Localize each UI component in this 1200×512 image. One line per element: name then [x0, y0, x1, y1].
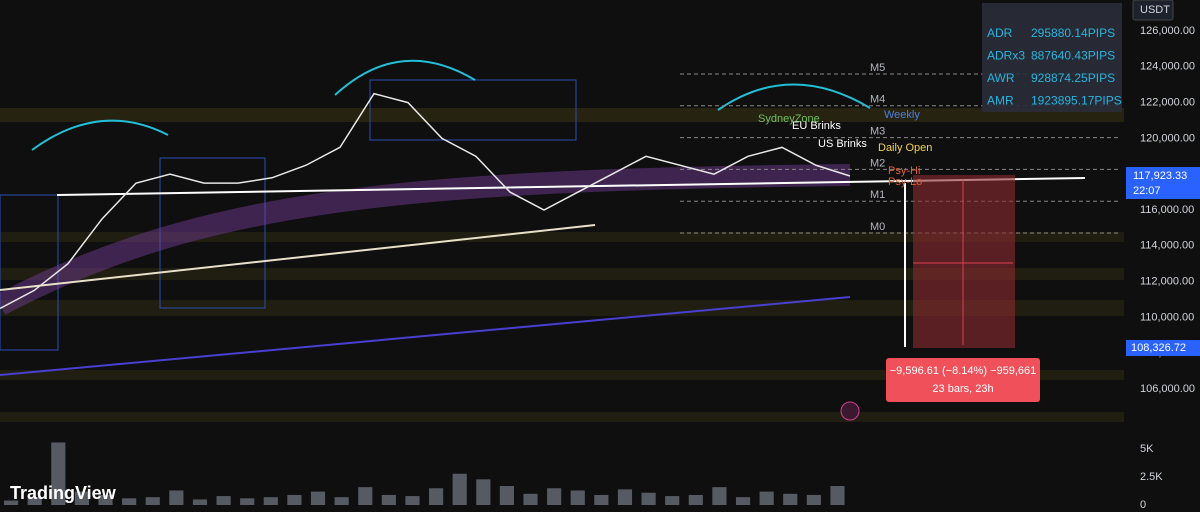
price-tick-label: 124,000.00 [1140, 61, 1195, 73]
currency-button[interactable] [1132, 0, 1174, 21]
volume-bar [122, 498, 137, 505]
label: Weekly [884, 109, 920, 121]
price-line [0, 92, 851, 310]
target-price-tag [1126, 340, 1200, 356]
volume-tick-label: 2.5K [1140, 471, 1163, 483]
target-price: 108,326.72 [1131, 342, 1186, 354]
zones [0, 108, 1130, 422]
volume-bar [570, 490, 585, 505]
adr-name: AMR [987, 94, 1014, 108]
measure-area [913, 175, 1015, 348]
volume-bar [452, 473, 467, 505]
price-tick-label: 112,000.00 [1140, 276, 1194, 288]
volume-bar [429, 488, 444, 505]
volume-bar [74, 491, 89, 505]
arcs [31, 59, 871, 151]
plot [0, 92, 851, 505]
volume-bar [712, 487, 727, 505]
volume-bar [358, 487, 373, 505]
volume-bar [594, 494, 609, 505]
label: Daily Open [878, 142, 932, 154]
volume-tick-label: 0 [1140, 499, 1146, 511]
adr-value: 887640.43PIPS [1031, 49, 1115, 63]
brand: TradingView [10, 483, 117, 503]
label: US Brinks [818, 138, 867, 150]
volume-bar [51, 442, 66, 505]
volume-bar [98, 494, 113, 505]
volume-bar [806, 494, 821, 505]
measure-text: 23 bars, 23h [932, 383, 993, 395]
price-tick-label: 114,000.00 [1140, 240, 1194, 252]
level-label: M2 [870, 157, 885, 169]
volume-bar [27, 497, 42, 505]
price-tick-label: 106,000.00 [1140, 383, 1195, 395]
adr-value: 928874.25PIPS [1031, 71, 1115, 85]
level-label: M5 [870, 62, 885, 74]
volume-bar [688, 494, 703, 505]
label: Psy-Hi [888, 165, 920, 177]
price-tick-label: 110,000.00 [1140, 311, 1194, 323]
volume-bar [263, 497, 278, 505]
level-label: M1 [870, 189, 885, 201]
current-price: 117,923.33 [1133, 170, 1187, 182]
adr-rows: ADR 295880.14PIPS ADRx3 887640.43PIPS AWR 928… [987, 26, 1122, 108]
trendline [0, 224, 596, 291]
level-label: M4 [870, 94, 885, 106]
label: Psy-Lo [888, 176, 922, 188]
adr-name: ADRx3 [987, 49, 1025, 63]
volume-bar [547, 488, 562, 505]
volume-bar [334, 497, 349, 505]
volume-bar [830, 486, 845, 505]
price-tick-label: 122,000.00 [1140, 97, 1195, 109]
adr-name: ADR [987, 26, 1013, 40]
label: SydneyZone [758, 113, 820, 125]
volume-bar [641, 492, 656, 505]
volume-tick-label: 5K [1140, 443, 1154, 455]
session-labels: SydneyZone EU Brinks US Brinks Daily Ope… [758, 109, 932, 188]
adr-panel [982, 3, 1122, 112]
volume-bar [381, 494, 396, 505]
volume-bar [759, 491, 774, 505]
level-label: M0 [870, 221, 885, 233]
volume-bar [4, 500, 19, 505]
label: EU Brinks [792, 120, 841, 132]
volume-bar [287, 494, 302, 505]
volume-bar [216, 496, 231, 505]
ribbon [0, 164, 851, 315]
volume-bar [310, 491, 326, 505]
measure-text: −9,596.61 (−8.14%) −959,661 [890, 365, 1036, 377]
measure-tooltip [886, 358, 1040, 402]
volume-bar [192, 499, 208, 505]
ma-line [0, 296, 851, 376]
volume-bar [665, 496, 680, 505]
alert-button[interactable] [840, 401, 860, 421]
volume-bar [499, 486, 514, 505]
volume-bar [617, 489, 633, 505]
volume-bar [145, 497, 160, 505]
volume-bar [476, 479, 491, 505]
price-tick-label: 120,000.00 [1140, 132, 1195, 144]
price-tick-label: 126,000.00 [1140, 25, 1195, 37]
current-price-tag [1126, 167, 1200, 199]
price-axis [1124, 0, 1200, 512]
adr-value: 1923895.17PIPS [1031, 94, 1122, 108]
current-time: 22:07 [1133, 185, 1161, 197]
volume-bar [783, 493, 798, 505]
adr-value: 295880.14PIPS [1031, 26, 1115, 40]
volume-bar [169, 490, 184, 505]
volume-bar [523, 493, 538, 505]
volume-bar [405, 496, 420, 505]
adr-name: AWR [987, 71, 1015, 85]
level-label: M3 [870, 126, 885, 138]
volume-bar [240, 498, 255, 505]
volume-bar [735, 497, 751, 505]
price-tick-label: 116,000.00 [1140, 204, 1194, 216]
currency: USDT [1140, 4, 1170, 16]
